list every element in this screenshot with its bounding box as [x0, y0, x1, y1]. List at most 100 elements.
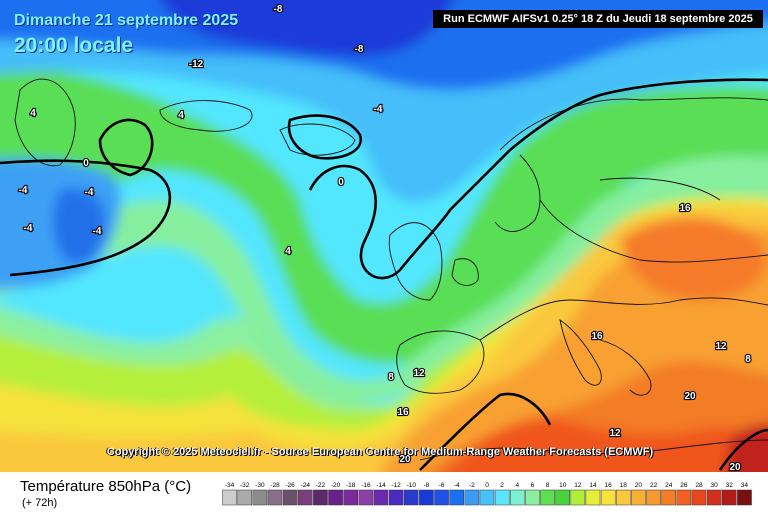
scale-swatch [585, 489, 601, 506]
isotherm-label: 4 [30, 108, 36, 119]
isotherm-label: -8 [355, 44, 364, 55]
isotherm-label: 20 [399, 454, 411, 465]
forecast-local-time: 20:00 locale [14, 34, 134, 57]
scale-swatch [403, 489, 419, 506]
scale-tick-label: 0 [485, 482, 489, 489]
scale-tick-label: 12 [574, 482, 582, 489]
scale-swatch [509, 489, 525, 506]
scale-swatch [631, 489, 646, 506]
scale-swatch [691, 489, 707, 506]
forecast-date: Dimanche 21 septembre 2025 [14, 12, 239, 29]
scale-tick-label: 26 [680, 482, 688, 489]
isotherm-label: -4 [374, 104, 383, 115]
scale-tick-label: 34 [741, 482, 749, 489]
scale-tick-label: -26 [285, 482, 295, 489]
scale-swatch [525, 489, 540, 506]
isotherm-label: 8 [745, 354, 751, 365]
scale-swatch [282, 489, 298, 506]
scale-swatch [222, 489, 237, 506]
scale-swatch [721, 489, 737, 506]
scale-swatch [419, 489, 434, 506]
scale-swatch [494, 489, 510, 506]
isotherm-label: 16 [591, 331, 603, 342]
scale-tick-label: 6 [531, 482, 535, 489]
scale-swatch [237, 489, 252, 506]
scale-tick-label: 28 [695, 482, 703, 489]
scale-tick-label: 32 [726, 482, 734, 489]
legend-title: Température 850hPa (°C) [20, 478, 192, 495]
scale-swatch [615, 489, 631, 506]
isotherm-label: 4 [178, 110, 184, 121]
legend-subtitle: (+ 72h) [22, 497, 58, 509]
scale-tick-label: -16 [361, 482, 371, 489]
scale-tick-label: -32 [240, 482, 250, 489]
copyright-notice: Copyright © 2025 Meteociel.fr - Source E… [106, 446, 654, 458]
scale-tick-label: 20 [635, 482, 643, 489]
scale-swatch [570, 489, 586, 506]
scale-swatch [706, 489, 722, 506]
scale-swatch [737, 489, 752, 506]
scale-tick-label: -4 [454, 482, 460, 489]
scale-tick-label: -22 [316, 482, 326, 489]
isotherm-label: -4 [85, 187, 94, 198]
scale-tick-label: 4 [515, 482, 519, 489]
isotherm-label: 4 [285, 246, 291, 257]
scale-tick-label: 10 [559, 482, 567, 489]
legend: Température 850hPa (°C) (+ 72h) -34 -32 -3… [0, 472, 768, 512]
scale-tick-label: -28 [270, 482, 280, 489]
scale-tick-label: -18 [346, 482, 356, 489]
scale-tick-label: 14 [589, 482, 597, 489]
isotherm-label: -4 [93, 226, 102, 237]
isotherm-label: 20 [729, 462, 741, 472]
isotherm-label: 16 [679, 203, 691, 214]
temperature-map: -12 -8 -8 -4 -4 -4 -4 -4 4 4 4 0 0 8 12 16 20 16 16 12 8 20 12… [0, 0, 768, 472]
scale-tick-label: -24 [301, 482, 311, 489]
scale-swatch [328, 489, 343, 506]
isotherm-label: -12 [189, 59, 204, 70]
scale-tick-label: -2 [469, 482, 475, 489]
scale-swatch [313, 489, 328, 506]
isotherm-label: -8 [274, 4, 283, 15]
scale-tick-label: -6 [439, 482, 445, 489]
scale-tick-label: -12 [391, 482, 401, 489]
isotherm-label: 16 [397, 407, 409, 418]
isotherm-label: -4 [24, 223, 33, 234]
scale-swatch [676, 489, 692, 506]
scale-swatch [449, 489, 464, 506]
scale-tick-label: 2 [500, 482, 504, 489]
scale-swatch [434, 489, 449, 506]
scale-tick-label: -8 [424, 482, 430, 489]
isotherm-label: 8 [388, 372, 394, 383]
isotherm-label: -4 [19, 185, 28, 196]
scale-swatch [479, 489, 495, 506]
scale-swatch [555, 489, 570, 506]
scale-tick-label: -30 [255, 482, 265, 489]
scale-tick-label: 24 [665, 482, 673, 489]
color-scale: -34 -32 -30 -28 -26 -24 -22 -20 -18 -16 -14 -12 -10-… [222, 482, 752, 506]
isotherm-label: 0 [338, 177, 344, 188]
scale-swatch [540, 489, 555, 506]
scale-swatch [646, 489, 661, 506]
scale-swatch [464, 489, 480, 506]
scale-swatch [297, 489, 313, 506]
scale-tick-label: 22 [650, 482, 658, 489]
run-info: Run ECMWF AIFSv1 0.25° 18 Z du Jeudi 18 … [433, 10, 763, 28]
isotherm-label: 12 [609, 428, 621, 439]
scale-tick-label: 18 [620, 482, 628, 489]
scale-swatch [267, 489, 283, 506]
scale-swatch [600, 489, 616, 506]
scale-tick-label: 8 [546, 482, 550, 489]
isotherm-labels: -12 -8 -8 -4 -4 -4 -4 -4 4 4 4 0 0 8 12 16 20 16 16 12 8 20 12… [17, 3, 752, 472]
isotherm-label: 0 [83, 158, 89, 169]
scale-swatch [252, 489, 268, 506]
scale-tick-label: -20 [331, 482, 341, 489]
scale-swatch [373, 489, 389, 506]
scale-swatch [661, 489, 676, 506]
scale-tick-label: -10 [407, 482, 417, 489]
scale-swatch [358, 489, 374, 506]
scale-tick-label: 30 [710, 482, 718, 489]
scale-swatch [343, 489, 358, 506]
isotherm-label: 20 [684, 391, 696, 402]
scale-tick-label: -34 [225, 482, 235, 489]
isotherm-label: 12 [413, 368, 425, 379]
